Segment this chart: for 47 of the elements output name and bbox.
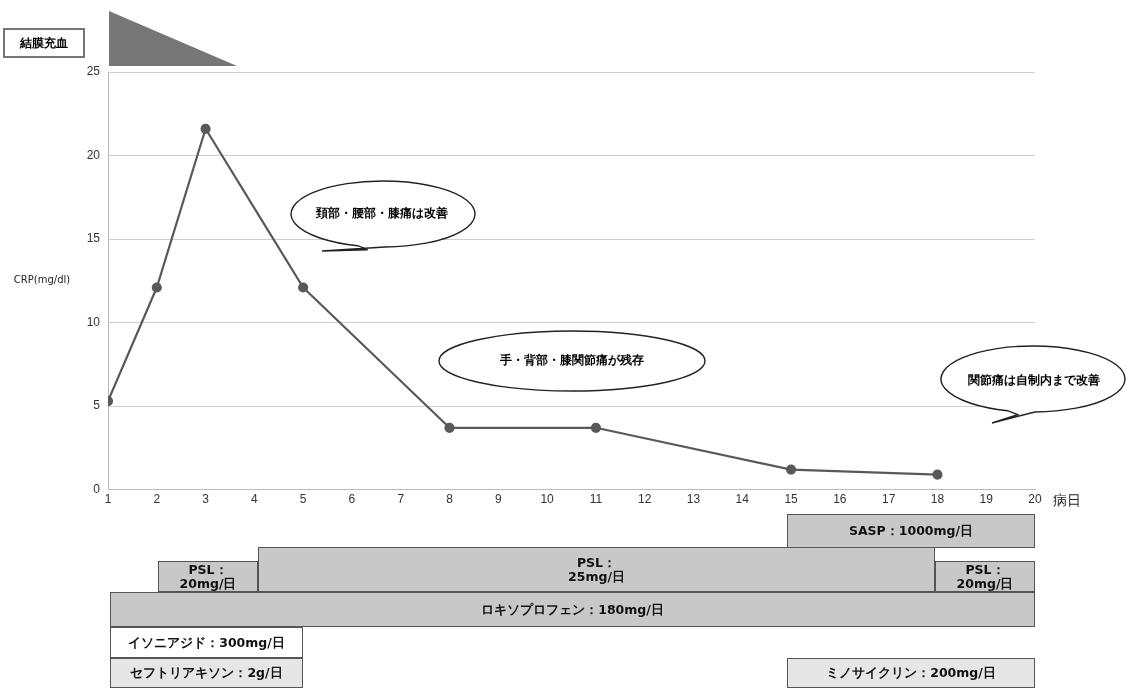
text: PSL： 20mg/日 [956, 561, 1014, 591]
point [151, 282, 162, 293]
text: PSL： 25mg/日 [568, 554, 625, 584]
annotation: 頚部・腰部・膝痛は改善 [316, 204, 448, 222]
text: SASP：1000mg/日 [848, 523, 974, 538]
x-tick-label: 12 [638, 492, 652, 507]
x-tick-label: 18 [930, 492, 945, 507]
point [200, 123, 211, 134]
text: ロキソプロフェン：180mg/日 [481, 601, 664, 617]
x-tick-label: 15 [784, 492, 799, 507]
x-tick-label: 20 [1028, 492, 1042, 507]
y-tick-label: 0 [93, 481, 101, 496]
text: セフトリアキソン：2g/日 [130, 665, 283, 680]
x-tick-label: 4 [251, 492, 259, 507]
annotation: 関節痛は自制内まで改善 [968, 371, 1100, 389]
x-tick-label: 8 [446, 492, 454, 507]
x-tick-label: 11 [589, 492, 603, 507]
x-tick-label: 3 [202, 492, 210, 507]
x-tick-label: 1 [104, 492, 112, 507]
x-tick-label: 2 [153, 492, 161, 507]
x-tick-label: 16 [833, 492, 847, 507]
y-tick-label: 20 [86, 147, 101, 162]
x-tick-label: 7 [397, 492, 405, 507]
x-tick-label: 6 [348, 492, 356, 507]
text: 結膜充血 [3, 28, 85, 58]
y-tick-label: 15 [86, 231, 101, 246]
x-tick-label: 9 [494, 492, 502, 507]
text: PSL： 20mg/日 [179, 561, 237, 591]
x-tick-label: 10 [540, 492, 555, 507]
point [590, 422, 601, 433]
x-axis-title: 病日 [1053, 492, 1081, 509]
point [444, 422, 455, 433]
y-tick-label: 5 [93, 398, 101, 413]
text: イソニアジド：300mg/日 [128, 634, 285, 650]
annotation: 手・背部・膝関節痛が残存 [500, 351, 644, 369]
y-tick-label: 10 [86, 314, 101, 329]
x-tick-label: 14 [735, 492, 750, 507]
point [932, 469, 943, 480]
x-tick-label: 5 [299, 492, 307, 507]
x-tick-label: 13 [686, 492, 701, 507]
x-tick-label: 19 [979, 492, 994, 507]
text: ミノサイクリン：200mg/日 [826, 665, 996, 680]
y-axis-title: CRP(mg/dl) [13, 274, 71, 286]
x-tick-label: 17 [881, 492, 896, 507]
point [785, 464, 797, 475]
point [298, 282, 309, 293]
y-tick-label: 25 [86, 64, 101, 79]
